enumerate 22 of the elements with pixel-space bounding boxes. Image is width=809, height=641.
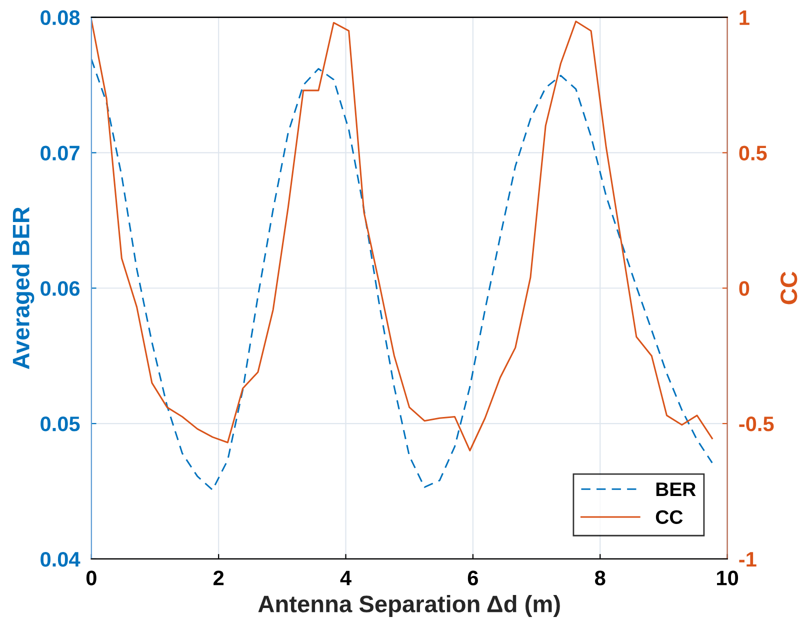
y2-tick-label: -1 (739, 552, 756, 566)
x-tick-label: 6 (468, 570, 478, 586)
line-series (91, 19, 713, 452)
x-tick-label: 8 (594, 570, 606, 586)
x-tick-label: 10 (717, 570, 738, 586)
y2-tick-label: -0.5 (739, 416, 774, 432)
y-tick-label: 0.07 (40, 146, 80, 160)
y-tick-label: 0.08 (40, 10, 80, 26)
x-tick-label: 2 (214, 570, 224, 586)
legend-label: CC (656, 510, 683, 524)
y2-axis-title: CC (780, 272, 798, 304)
x-tick-label: 0 (86, 570, 96, 586)
x-axis-title: Antenna Separation Δd (m) (258, 595, 560, 618)
y-tick-label: 0.05 (40, 416, 80, 432)
y2-tick-label: 0.5 (739, 146, 767, 160)
legend-label: BER (656, 482, 696, 496)
y2-tick-label: 1 (740, 10, 750, 25)
y-tick-label: 0.04 (40, 552, 80, 567)
y2-tick-label: 0 (739, 281, 750, 296)
x-tick-label: 4 (340, 570, 352, 586)
y-tick-label: 0.06 (40, 281, 80, 296)
y-axis-title: Averaged BER (12, 207, 34, 370)
